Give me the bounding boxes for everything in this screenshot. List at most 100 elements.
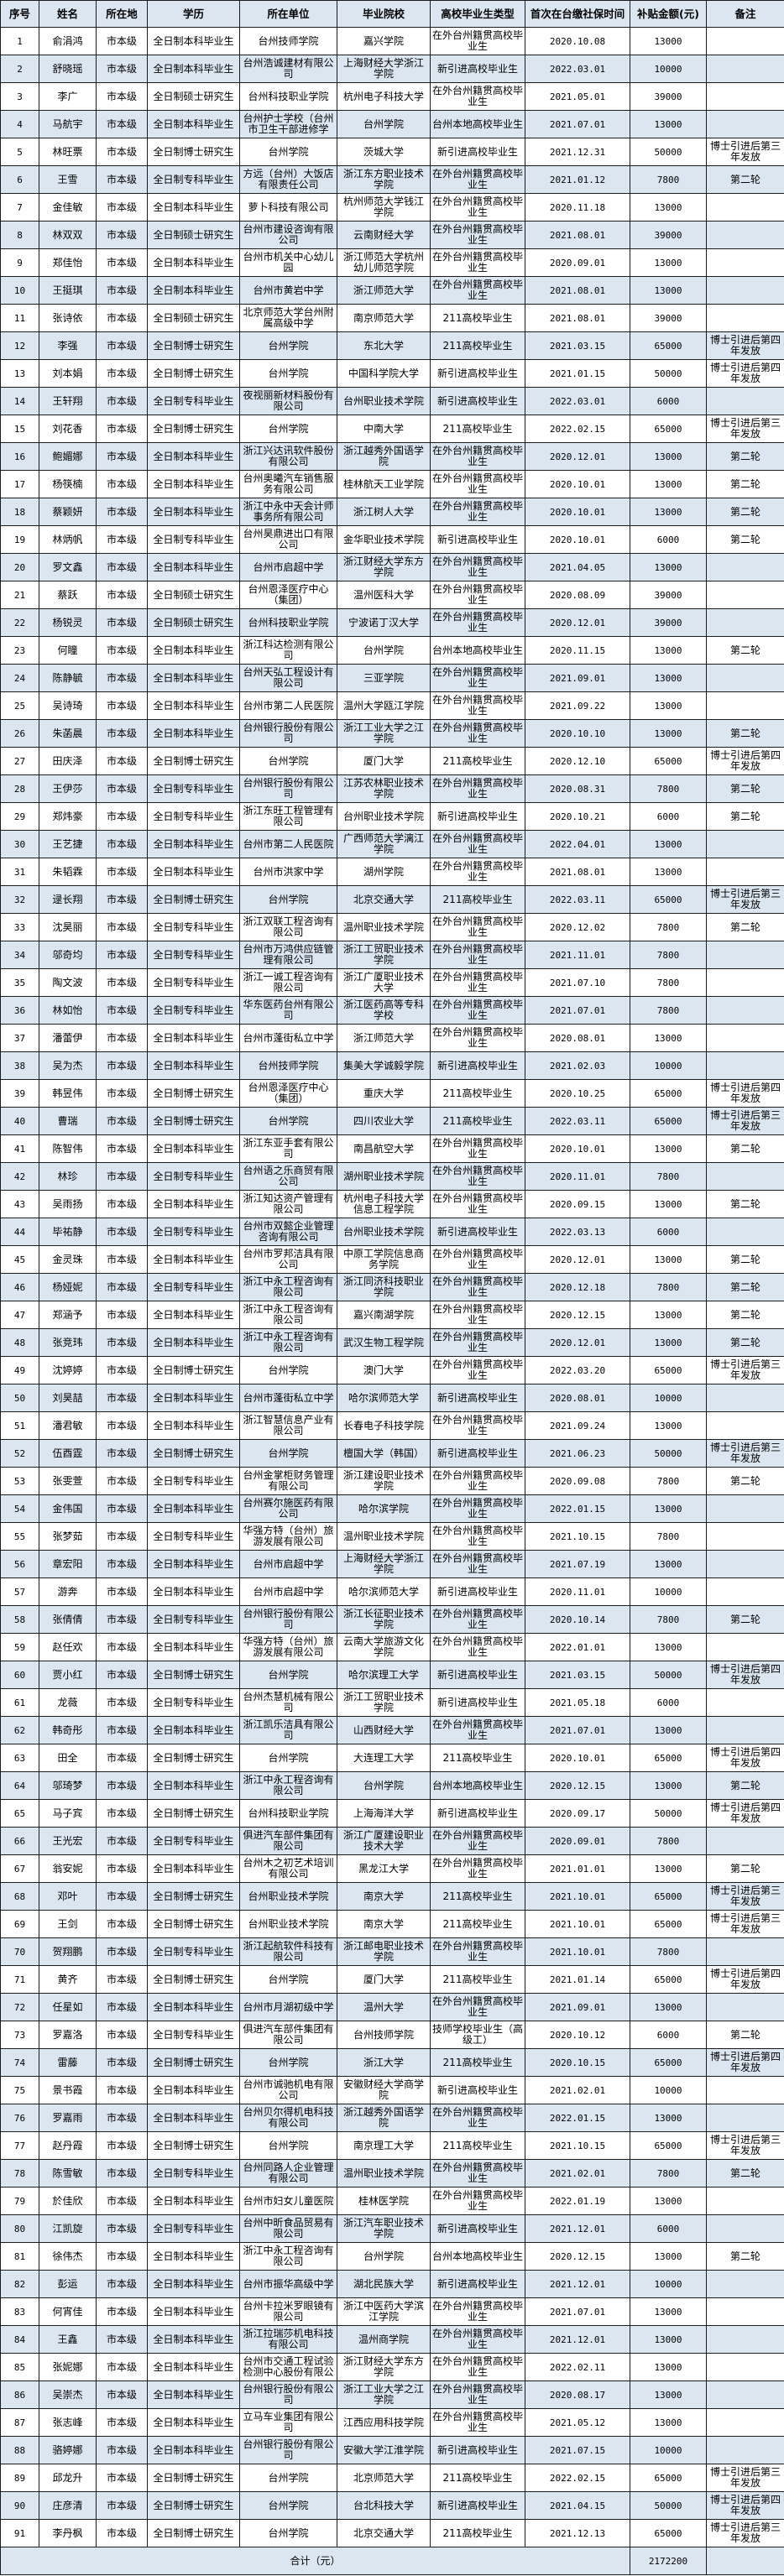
cell-employer-text: 台州职业技术学院	[248, 1890, 329, 1902]
table-row: 47 郑涵予 市本级 全日制本科毕业生 浙江中永工程咨询有限公司 嘉兴南湖学院 在外台州籍贯…	[0, 1301, 784, 1329]
cell-graduate-type-text: 在外台州籍贯高校毕业生	[432, 1609, 523, 1630]
cell-school-text: 温州商学院	[358, 2334, 409, 2345]
cell-location: 市本级	[96, 1716, 148, 1744]
cell-employer-text: 台州市月湖初级中学	[243, 2001, 334, 2013]
cell-location-text: 市本级	[106, 2306, 137, 2318]
cell-subsidy-amount: 50000	[630, 1661, 707, 1689]
cell-name-text: 韩奇彤	[52, 1724, 83, 1736]
cell-education: 全日制本科毕业生	[147, 2076, 240, 2104]
cell-school-text: 浙江汽车职业技术学院	[342, 2218, 424, 2240]
cell-employer-text: 台州技师学院	[258, 35, 319, 47]
cell-remarks: 第二轮	[706, 1301, 784, 1329]
cell-graduate-type: 新引进高校毕业生	[430, 1051, 525, 1080]
cell-employer: 台州学院	[239, 415, 337, 443]
cell-graduate-type-text: 在外台州籍贯高校毕业生	[432, 612, 523, 634]
cell-subsidy-amount-text: 13000	[654, 1724, 682, 1736]
table-row: 65 马子宾 市本级 全日制博士研究生 台州科技职业学院 上海海洋大学 新引进高校毕业生 20…	[0, 1799, 784, 1828]
cell-graduate-type: 新引进高校毕业生	[430, 55, 525, 83]
cell-school-text: 南京大学	[363, 1890, 404, 1902]
cell-graduate-type-text: 在外台州籍贯高校毕业生	[432, 446, 523, 467]
cell-name-text: 庄彦清	[52, 2500, 83, 2511]
cell-first-insurance-date: 2020.10.12	[525, 2021, 630, 2049]
cell-first-insurance-date: 2020.10.25	[525, 1079, 630, 1108]
cell-index-text: 73	[13, 2029, 26, 2041]
cell-index: 55	[0, 1522, 39, 1551]
cell-index-text: 87	[13, 2417, 26, 2428]
table-row: 86 吴崇杰 市本级 全日制本科毕业生 台州银行股份有限公司 浙江工业大学之江学院 在外台州…	[0, 2380, 784, 2409]
cell-subsidy-amount-text: 13000	[654, 1337, 682, 1348]
cell-index-text: 46	[13, 1281, 26, 1293]
cell-subsidy-amount-text: 10000	[654, 2084, 682, 2096]
cell-index: 17	[0, 470, 39, 498]
cell-school: 桂林航天工业学院	[337, 470, 431, 498]
cell-subsidy-amount: 65000	[630, 2131, 707, 2160]
cell-first-insurance-date: 2022.03.20	[525, 1356, 630, 1384]
cell-employer: 台州市月湖初级中学	[239, 1993, 337, 2021]
cell-education: 全日制本科毕业生	[147, 55, 240, 83]
cell-school-text: 南京理工大学	[353, 2140, 414, 2151]
table-row: 52 伍酉霆 市本级 全日制博士研究生 台州学院 檀国大学（韩国） 新引进高校毕业生 2021…	[0, 1439, 784, 1468]
cell-location-text: 市本级	[106, 1835, 137, 1847]
cell-name: 李强	[39, 331, 97, 360]
cell-school: 云南财经大学	[337, 221, 431, 249]
cell-index: 13	[0, 359, 39, 388]
cell-graduate-type-text: 新引进高校毕业生	[436, 1697, 518, 1708]
cell-remarks	[706, 248, 784, 277]
cell-school: 四川农业大学	[337, 1107, 431, 1135]
table-row: 71 黄齐 市本级 全日制博士研究生 台州学院 厦门大学 211高校毕业生 2021.01.1…	[0, 1965, 784, 1994]
cell-graduate-type: 新引进高校毕业生	[430, 1384, 525, 1412]
cell-school: 浙江长征职业技术学院	[337, 1605, 431, 1634]
cell-employer: 华东医药台州有限公司	[239, 996, 337, 1025]
cell-employer: 华强方特（台州）旅游发展有限公司	[239, 1633, 337, 1661]
cell-school: 台州技师学院	[337, 2021, 431, 2049]
cell-education: 全日制本科毕业生	[147, 2187, 240, 2215]
cell-graduate-type: 在外台州籍贯高校毕业生	[430, 2380, 525, 2409]
cell-employer-text: 浙江中永工程咨询有限公司	[243, 1276, 334, 1298]
cell-location: 市本级	[96, 1937, 148, 1966]
table-row: 88 骆婷娜 市本级 全日制本科毕业生 台州银行股份有限公司 安徽大学江淮学院 新引进高校毕…	[0, 2436, 784, 2464]
cell-graduate-type-text: 在外台州籍贯高校毕业生	[432, 1276, 523, 1298]
cell-location-text: 市本级	[106, 2057, 137, 2068]
table-row: 51 潘君敏 市本级 全日制本科毕业生 浙江智慧信息产业有限公司 长春电子科技学院 在外台州…	[0, 1411, 784, 1440]
cell-location-text: 市本级	[106, 1752, 137, 1764]
cell-index: 3	[0, 82, 39, 111]
cell-subsidy-amount: 13000	[630, 498, 707, 526]
cell-name: 翁安妮	[39, 1854, 97, 1883]
cell-school-text: 云南大学旅游文化学院	[342, 1636, 424, 1658]
cell-graduate-type: 在外台州籍贯高校毕业生	[430, 1134, 525, 1163]
cell-employer-text: 台州银行股份有限公司	[243, 778, 334, 800]
cell-location-text: 市本级	[106, 1863, 137, 1875]
cell-employer-text: 台州天弘工程设计有限公司	[243, 667, 334, 689]
cell-education: 全日制本科毕业生	[147, 2297, 240, 2326]
cell-first-insurance-date-text: 2021.07.01	[549, 1724, 606, 1736]
cell-graduate-type: 在外台州籍贯高校毕业生	[430, 1162, 525, 1191]
cell-employer-text: 台州市蓬街私立中学	[243, 1392, 334, 1404]
cell-employer: 台州科技职业学院	[239, 82, 337, 111]
cell-location-text: 市本级	[106, 1143, 137, 1155]
cell-remarks: 第二轮	[706, 774, 784, 803]
cell-index: 48	[0, 1328, 39, 1357]
cell-employer: 台州学院	[239, 1439, 337, 1468]
cell-remarks: 博士引进后第四年发放	[706, 1799, 784, 1828]
cell-education: 全日制本科毕业生	[147, 110, 240, 138]
cell-location-text: 市本级	[106, 1641, 137, 1653]
header-location: 所在地	[96, 0, 148, 28]
cell-first-insurance-date: 2021.10.01	[525, 1910, 630, 1938]
cell-school: 北京交通大学	[337, 885, 431, 914]
cell-subsidy-amount: 13000	[630, 858, 707, 886]
cell-remarks: 第二轮	[706, 470, 784, 498]
cell-education-text: 全日制硕士研究生	[153, 617, 234, 628]
cell-first-insurance-date: 2020.10.01	[525, 525, 630, 554]
cell-location-text: 市本级	[106, 1890, 137, 1902]
cell-subsidy-amount: 13000	[630, 1771, 707, 1800]
cell-education-text: 全日制本科毕业生	[153, 561, 234, 573]
cell-remarks	[706, 1827, 784, 1855]
cell-school-text: 湖州学院	[363, 866, 404, 878]
cell-employer-text: 台州银行股份有限公司	[243, 1609, 334, 1630]
cell-remarks-text: 第二轮	[729, 1198, 760, 1210]
cell-subsidy-amount: 65000	[630, 1882, 707, 1911]
cell-school: 杭州师范大学钱江学院	[337, 193, 431, 222]
cell-graduate-type-text: 在外台州籍贯高校毕业生	[432, 1249, 523, 1270]
cell-remarks	[706, 221, 784, 249]
cell-employer-text: 台州市建设咨询有限公司	[243, 224, 334, 246]
